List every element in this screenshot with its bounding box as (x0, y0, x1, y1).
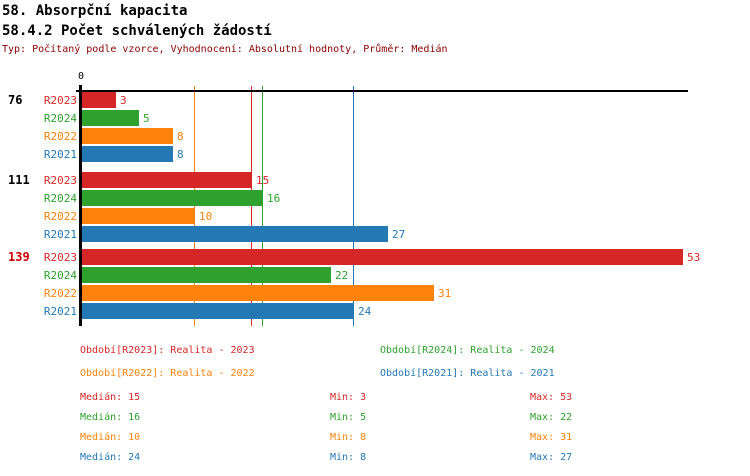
bar-r2024 (82, 110, 139, 126)
row-label-r2022: R2022 (43, 287, 77, 300)
report-title: 58. Absorpční kapacita (2, 3, 188, 19)
bar-value-label: 22 (335, 269, 349, 282)
min-stat-r2024: Min: 5 (330, 412, 367, 423)
bar-value-label: 16 (267, 192, 281, 205)
bar-r2024 (82, 267, 331, 283)
row-label-r2022: R2022 (43, 130, 77, 143)
min-stat-r2022: Min: 8 (330, 432, 367, 443)
axis-zero-label: 0 (77, 71, 85, 82)
bar-r2021 (82, 146, 173, 162)
legend-entry-r2022: Období[R2022]: Realita - 2022 (80, 368, 255, 379)
min-stat-r2023: Min: 3 (330, 392, 367, 403)
row-label-r2021: R2021 (43, 228, 77, 241)
median-stat-r2023: Medián: 15 (80, 392, 141, 403)
median-line-r2024 (262, 86, 263, 326)
bar-value-label: 31 (438, 287, 452, 300)
group-label: 76 (8, 93, 23, 107)
max-stat-r2021: Max: 27 (530, 452, 573, 463)
legend-entry-r2021: Období[R2021]: Realita - 2021 (380, 368, 555, 379)
y-axis-line (79, 85, 82, 326)
max-stat-r2024: Max: 22 (530, 412, 573, 423)
median-line-r2022 (194, 86, 195, 326)
median-line-r2021 (353, 86, 354, 326)
median-stat-r2021: Medián: 24 (80, 452, 141, 463)
x-axis-line (76, 90, 688, 92)
legend-entry-r2023: Období[R2023]: Realita - 2023 (80, 345, 255, 356)
bar-r2023 (82, 249, 683, 265)
bar-r2022 (82, 285, 434, 301)
median-stat-r2024: Medián: 16 (80, 412, 141, 423)
bar-r2022 (82, 128, 173, 144)
bar-r2022 (82, 208, 195, 224)
indicator-title: 58.4.2 Počet schválených žádostí (2, 23, 272, 39)
bar-r2021 (82, 303, 354, 319)
max-stat-r2023: Max: 53 (530, 392, 573, 403)
bar-value-label: 8 (177, 130, 184, 143)
median-stat-r2022: Medián: 10 (80, 432, 141, 443)
row-label-r2024: R2024 (43, 269, 77, 282)
median-line-r2023 (251, 86, 252, 326)
bar-r2023 (82, 92, 116, 108)
max-stat-r2022: Max: 31 (530, 432, 573, 443)
chart-subtitle: Typ: Počítaný podle vzorce, Vyhodnocení:… (2, 44, 448, 55)
row-label-r2024: R2024 (43, 112, 77, 125)
bar-r2021 (82, 226, 388, 242)
row-label-r2023: R2023 (43, 174, 77, 187)
bar-value-label: 53 (687, 251, 701, 264)
group-label: 139 (8, 250, 30, 264)
row-label-r2023: R2023 (43, 251, 77, 264)
bar-r2023 (82, 172, 252, 188)
bar-value-label: 24 (358, 305, 372, 318)
bar-value-label: 15 (256, 174, 270, 187)
row-label-r2021: R2021 (43, 148, 77, 161)
bar-value-label: 10 (199, 210, 213, 223)
legend-entry-r2024: Období[R2024]: Realita - 2024 (380, 345, 555, 356)
bar-value-label: 8 (177, 148, 184, 161)
min-stat-r2021: Min: 8 (330, 452, 367, 463)
row-label-r2023: R2023 (43, 94, 77, 107)
row-label-r2022: R2022 (43, 210, 77, 223)
row-label-r2021: R2021 (43, 305, 77, 318)
group-label: 111 (8, 173, 30, 187)
row-label-r2024: R2024 (43, 192, 77, 205)
bar-value-label: 27 (392, 228, 406, 241)
bar-r2024 (82, 190, 263, 206)
bar-value-label: 3 (120, 94, 127, 107)
bar-value-label: 5 (143, 112, 150, 125)
